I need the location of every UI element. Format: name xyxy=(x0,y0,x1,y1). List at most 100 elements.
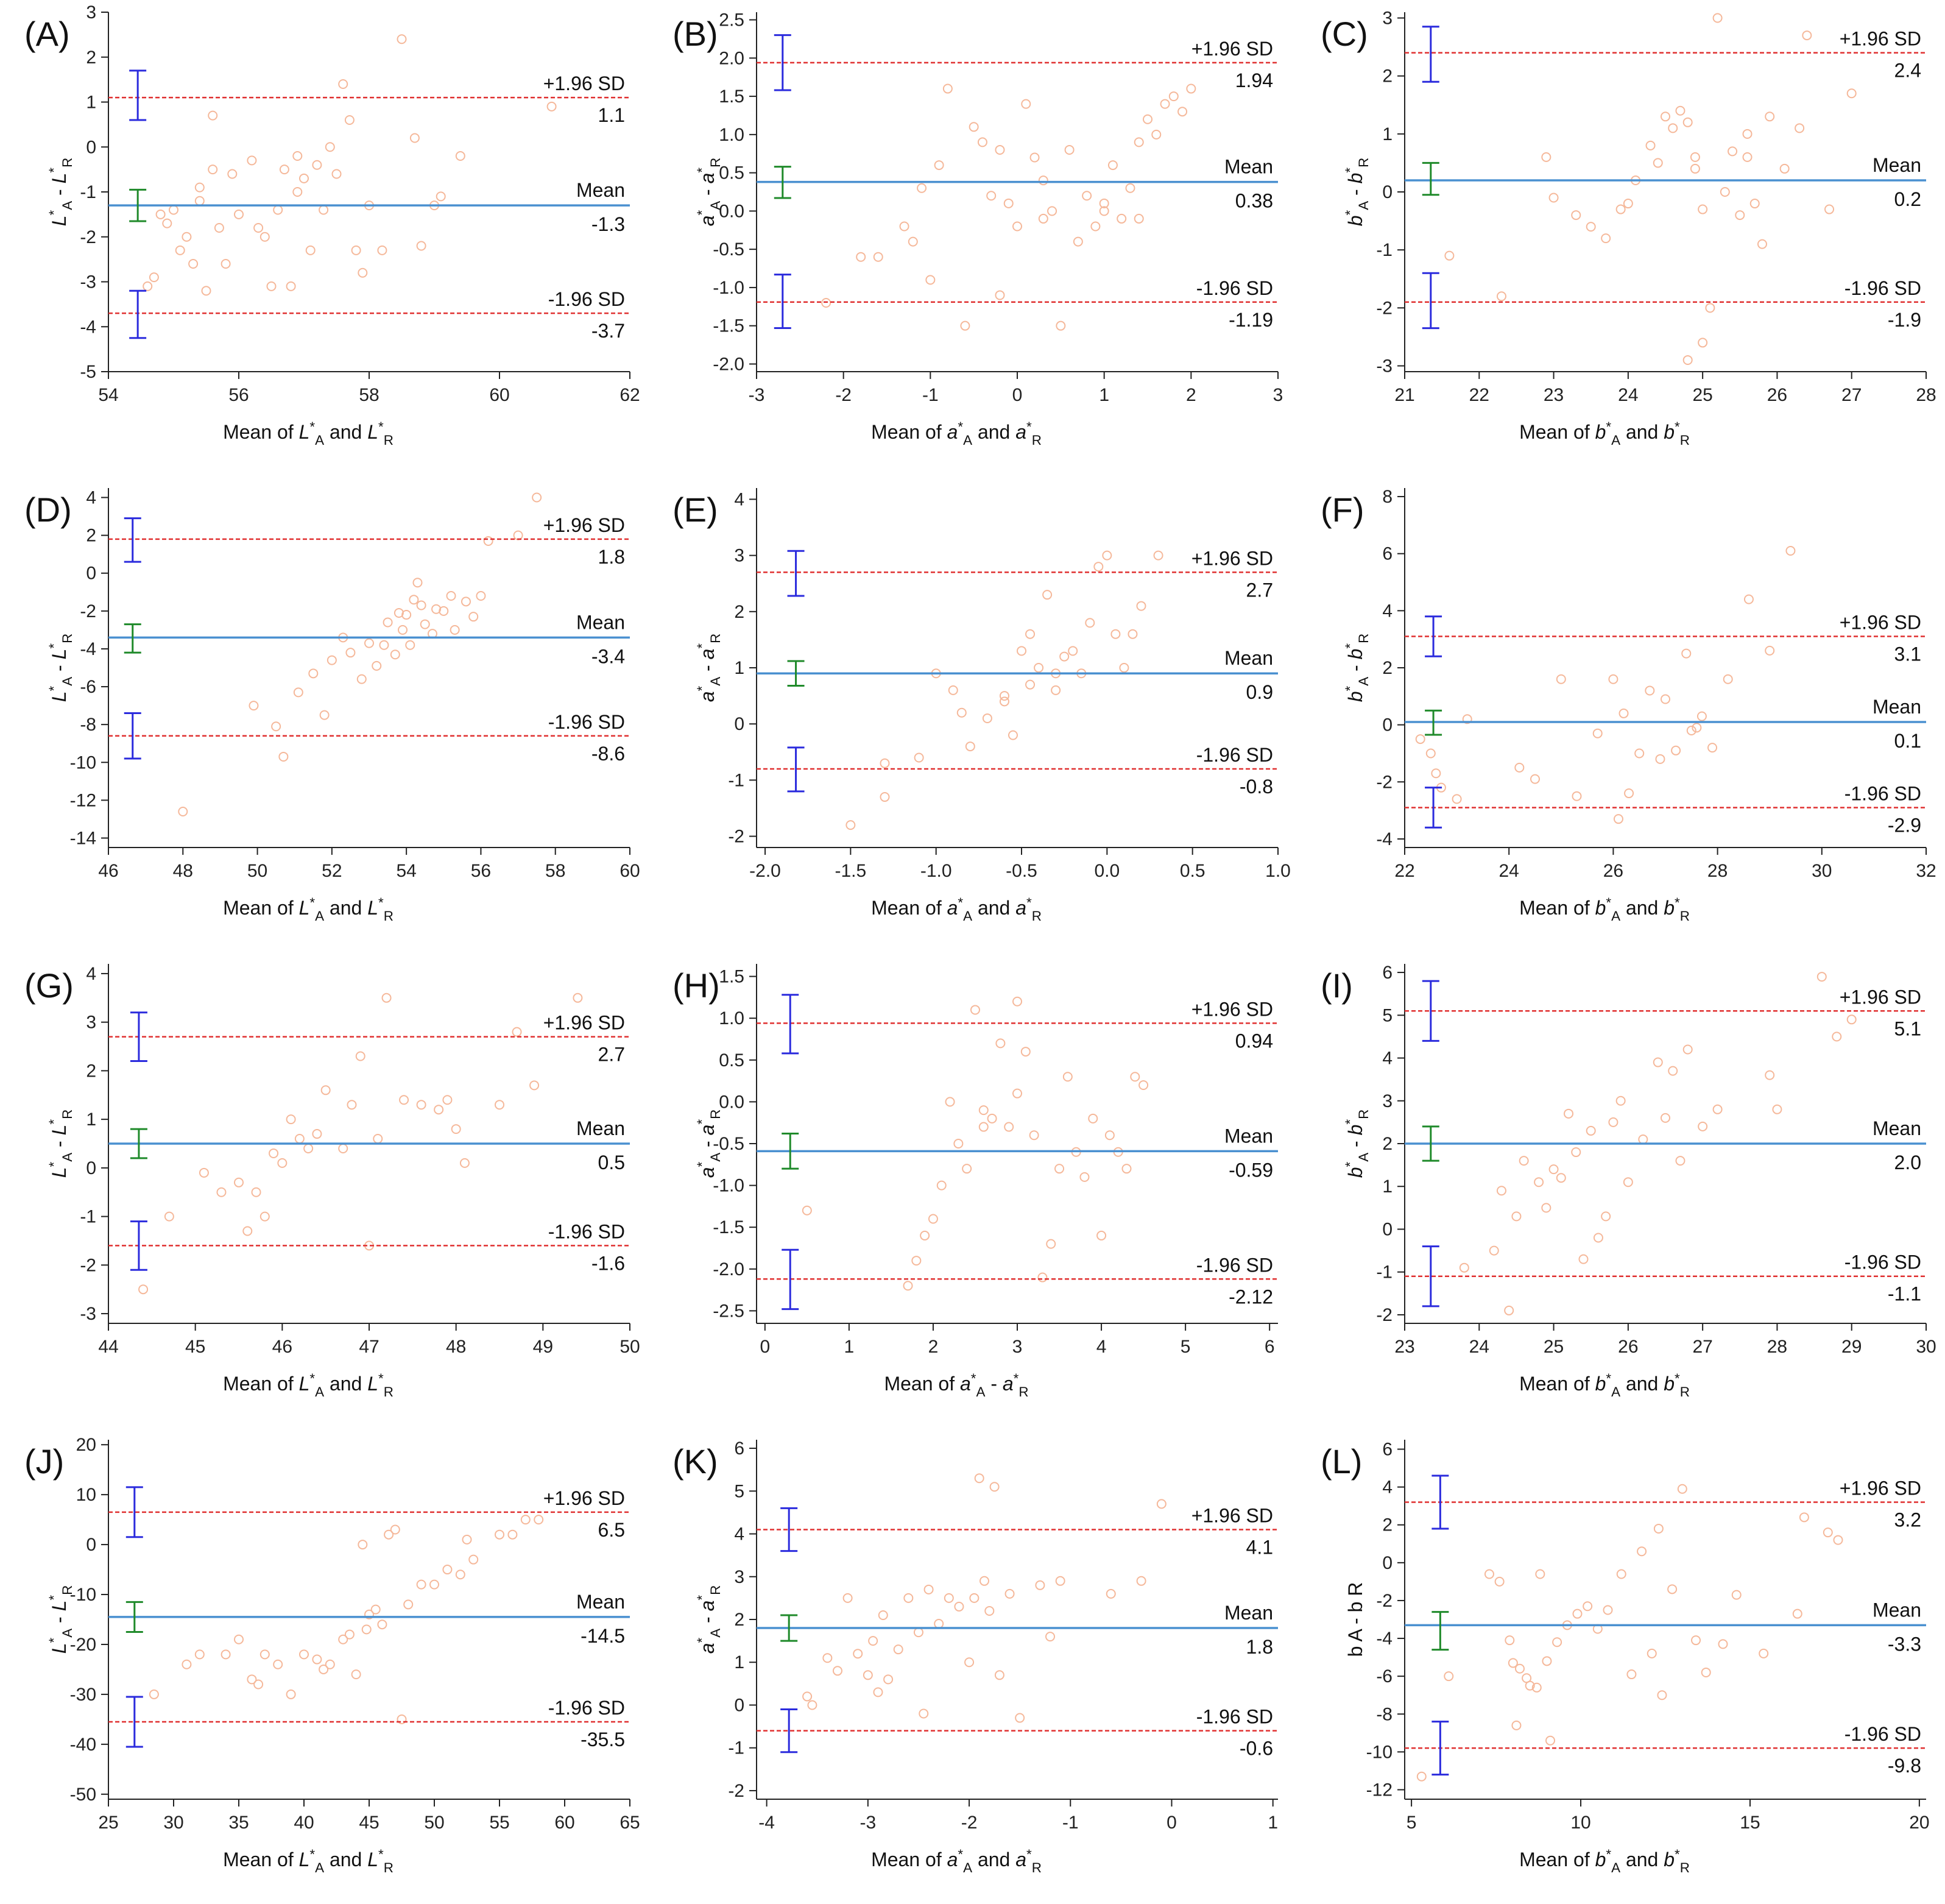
data-point xyxy=(398,625,408,635)
y-tick-label: -2 xyxy=(728,1781,744,1801)
mean-ci xyxy=(774,166,791,199)
y-tick-label: -1 xyxy=(728,770,744,790)
data-point xyxy=(182,232,192,242)
y-tick-label: -5 xyxy=(80,362,96,382)
data-point xyxy=(863,1670,873,1680)
x-tick-label: 28 xyxy=(1707,861,1728,881)
x-tick-label: 30 xyxy=(1812,861,1832,881)
data-point xyxy=(1592,728,1603,738)
y-tick-label: 4 xyxy=(1382,1049,1393,1069)
data-point xyxy=(194,1649,205,1660)
data-point xyxy=(1571,1147,1581,1158)
data-point xyxy=(1833,1535,1843,1545)
upper-loa-ci xyxy=(1431,1474,1449,1530)
x-axis-label: Mean of b*A​ and b*R​ xyxy=(1519,419,1690,448)
data-point xyxy=(977,137,987,147)
data-point xyxy=(1586,222,1596,232)
y-tick-label: -12 xyxy=(70,790,96,810)
data-point xyxy=(462,1534,472,1545)
data-point xyxy=(978,1105,989,1116)
data-point xyxy=(286,1114,296,1125)
lower-loa-value: -1.9 xyxy=(1888,309,1921,331)
data-point xyxy=(331,169,342,179)
panel-label: (G) xyxy=(24,966,74,1005)
data-point xyxy=(979,1576,989,1586)
data-point xyxy=(409,595,419,605)
mean-label: Mean xyxy=(1873,154,1921,176)
x-ticks: 0 1 2 3 4 5 6 xyxy=(760,1323,1275,1357)
data-point xyxy=(1668,123,1678,133)
x-tick-label: 58 xyxy=(545,861,565,881)
chart-panel-H: (H) 0 1 2 3 4 5 6 1.5 1.0 0.5 0.0 -0.5 -1.0 -1.5 -2.0 -2… xyxy=(672,964,1278,1400)
x-ticks: 25 30 35 40 45 50 55 60 65 xyxy=(98,1799,640,1833)
data-point xyxy=(995,144,1005,155)
x-tick-label: 58 xyxy=(359,385,379,405)
y-tick-label: 2 xyxy=(1382,1134,1393,1154)
data-point xyxy=(259,232,270,242)
data-point xyxy=(1601,233,1611,244)
upper-loa-value: 2.7 xyxy=(598,1044,625,1066)
upper-loa-value: 1.8 xyxy=(598,546,625,568)
data-point xyxy=(344,1629,355,1640)
y-tick-label: -10 xyxy=(70,752,96,773)
x-tick-label: 1 xyxy=(1099,385,1109,405)
y-tick-label: 2 xyxy=(1382,66,1393,87)
y-tick-label: -4 xyxy=(1376,1629,1393,1649)
data-point xyxy=(495,1529,504,1540)
data-point xyxy=(208,110,218,121)
data-point xyxy=(459,1158,470,1168)
data-point xyxy=(1514,762,1525,773)
data-point xyxy=(412,578,423,588)
x-tick-label: 4 xyxy=(1096,1337,1107,1357)
y-ticks: 8 6 4 2 0 -2 -4 xyxy=(1376,487,1405,849)
data-point xyxy=(1093,562,1104,572)
y-tick-label: 0.5 xyxy=(719,163,744,183)
data-point xyxy=(429,1579,439,1590)
data-point xyxy=(455,1570,465,1580)
y-tick-label: 2 xyxy=(86,1061,96,1081)
lower-loa-label: -1.96 SD xyxy=(548,288,625,310)
data-point xyxy=(1682,1044,1693,1055)
data-point xyxy=(1425,748,1436,759)
y-tick-label: -8 xyxy=(1376,1704,1393,1724)
data-point xyxy=(1556,674,1566,684)
data-point xyxy=(1645,685,1655,696)
data-point xyxy=(1025,679,1036,690)
data-point xyxy=(221,259,231,269)
x-axis-label: Mean of a*A​ and a*R​ xyxy=(871,1847,1042,1875)
x-axis-label: Mean of b*A​ and b*R​ xyxy=(1519,895,1690,924)
mean-value: -1.3 xyxy=(591,213,625,235)
data-point xyxy=(1846,1014,1857,1025)
lower-loa-ci xyxy=(780,1708,798,1754)
x-tick-label: 24 xyxy=(1618,385,1638,405)
panel-label: (A) xyxy=(24,15,70,53)
data-point xyxy=(1444,1671,1454,1682)
points xyxy=(821,83,1196,331)
data-point xyxy=(1802,30,1812,41)
mean-label: Mean xyxy=(1224,647,1273,669)
x-axis-label: Mean of a*A​ - a*R​ xyxy=(884,1371,1028,1400)
data-point xyxy=(294,1134,305,1144)
data-point xyxy=(194,196,205,206)
data-point xyxy=(351,245,361,255)
y-axis-label: a*A​ - a*R​ xyxy=(694,158,723,227)
y-tick-label: 0.0 xyxy=(719,201,744,221)
x-tick-label: -4 xyxy=(758,1813,775,1833)
y-tick-label: 3 xyxy=(1382,9,1393,29)
mean-value: 0.1 xyxy=(1894,730,1921,752)
x-tick-label: 0 xyxy=(1012,385,1023,405)
x-tick-label: 56 xyxy=(228,385,249,405)
lower-loa-value: -8.6 xyxy=(591,743,625,765)
y-tick-label: 3 xyxy=(1382,1091,1393,1111)
x-tick-label: 32 xyxy=(1916,861,1936,881)
data-point xyxy=(512,1027,522,1037)
data-point xyxy=(908,236,918,247)
data-point xyxy=(1514,1663,1525,1674)
data-point xyxy=(965,741,975,752)
data-point xyxy=(221,1649,231,1660)
data-point xyxy=(513,530,523,540)
x-ticks: 54 56 58 60 62 xyxy=(98,372,640,405)
lower-loa-ci xyxy=(124,712,141,760)
y-tick-label: -2 xyxy=(1376,1305,1393,1325)
data-point xyxy=(279,165,289,175)
